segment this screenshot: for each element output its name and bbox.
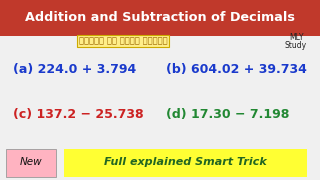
Bar [6,149,56,177]
Text: (a) 224.0 + 3.794: (a) 224.0 + 3.794 [13,63,136,76]
Bar [64,149,307,177]
Text: MLY: MLY [289,33,303,42]
Text: दशमलव का जोड़ घटाना: दशमलव का जोड़ घटाना [79,36,167,45]
Text: New: New [20,157,42,167]
Text: Full explained Smart Trick: Full explained Smart Trick [104,157,267,167]
Text: Addition and Subtraction of Decimals: Addition and Subtraction of Decimals [25,11,295,24]
Text: (b) 604.02 + 39.734: (b) 604.02 + 39.734 [166,63,307,76]
Text: Study: Study [285,41,307,50]
Text: (c) 137.2 − 25.738: (c) 137.2 − 25.738 [13,108,143,121]
Bar [0,0,320,36]
Text: (d) 17.30 − 7.198: (d) 17.30 − 7.198 [166,108,290,121]
